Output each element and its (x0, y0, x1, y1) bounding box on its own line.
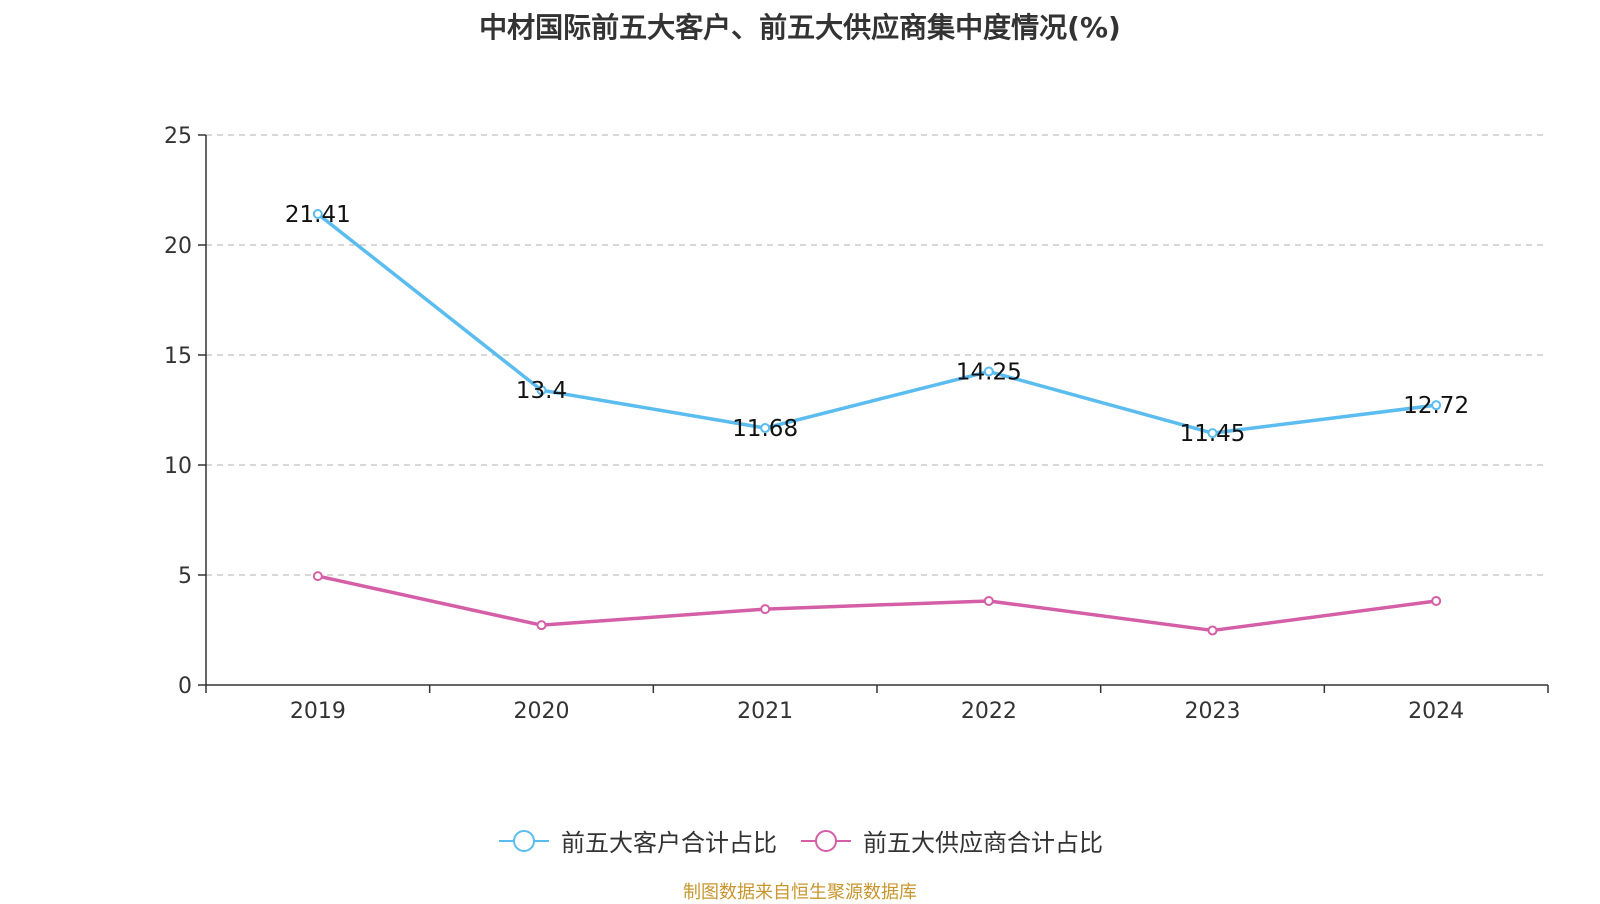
y-tick-label: 15 (164, 344, 192, 369)
legend: 前五大客户合计占比 前五大供应商合计占比 (0, 823, 1600, 858)
legend-label-suppliers: 前五大供应商合计占比 (863, 829, 1103, 857)
data-label-0-2: 11.68 (732, 416, 798, 442)
data-point-1-0 (312, 571, 323, 582)
data-label-0-3: 14.25 (956, 360, 1022, 386)
x-tick-label-2024: 2024 (1408, 699, 1464, 724)
data-label-0-0: 21.41 (285, 202, 351, 228)
grid-lines (206, 134, 1548, 576)
x-tick-label-2021: 2021 (737, 699, 793, 724)
data-point-0-2 (760, 423, 771, 434)
legend-marker-suppliers-icon (801, 829, 851, 852)
data-label-0-5: 12.72 (1403, 393, 1469, 419)
data-label-0-1: 13.4 (516, 378, 567, 404)
data-point-0-3 (983, 366, 994, 377)
data-point-1-3 (983, 595, 994, 606)
y-tick-label: 5 (178, 564, 192, 589)
data-point-1-5 (1431, 595, 1442, 606)
legend-marker-customers-icon (499, 829, 549, 852)
data-point-0-1 (536, 385, 547, 396)
data-labels: 21.41 13.4 11.68 14.25 11.45 12.72 (285, 202, 1469, 447)
series-line-0 (316, 212, 1437, 435)
y-tick-label: 10 (164, 454, 192, 479)
legend-label-customers: 前五大客户合计占比 (561, 829, 777, 857)
x-tick-label-2023: 2023 (1185, 699, 1241, 724)
y-tick-label: 25 (164, 124, 192, 149)
data-source-note: 制图数据来自恒生聚源数据库 (683, 882, 917, 903)
x-tick-label-2020: 2020 (514, 699, 570, 724)
legend-item-suppliers[interactable]: 前五大供应商合计占比 (799, 823, 1103, 858)
x-tick-label-2022: 2022 (961, 699, 1017, 724)
y-tick-label: 20 (164, 234, 192, 259)
legend-item-customers[interactable]: 前五大客户合计占比 (497, 823, 777, 858)
axes: 0 5 10 15 20 25 2019 2020 2021 2022 2023 2024 (164, 124, 1549, 724)
data-point-1-1 (536, 620, 547, 631)
data-point-0-4 (1207, 428, 1218, 439)
y-tick-label: 0 (178, 674, 192, 699)
series-line-1 (317, 574, 1437, 633)
data-point-0-5 (1431, 400, 1442, 411)
data-point-0-0 (312, 208, 323, 219)
x-tick-label-2019: 2019 (290, 699, 346, 724)
data-label-0-4: 11.45 (1180, 421, 1246, 447)
series-lines (312, 208, 1442, 636)
data-point-1-4 (1207, 625, 1218, 636)
chart-title: 中材国际前五大客户、前五大供应商集中度情况(%) (479, 11, 1121, 44)
data-point-1-2 (760, 604, 771, 615)
